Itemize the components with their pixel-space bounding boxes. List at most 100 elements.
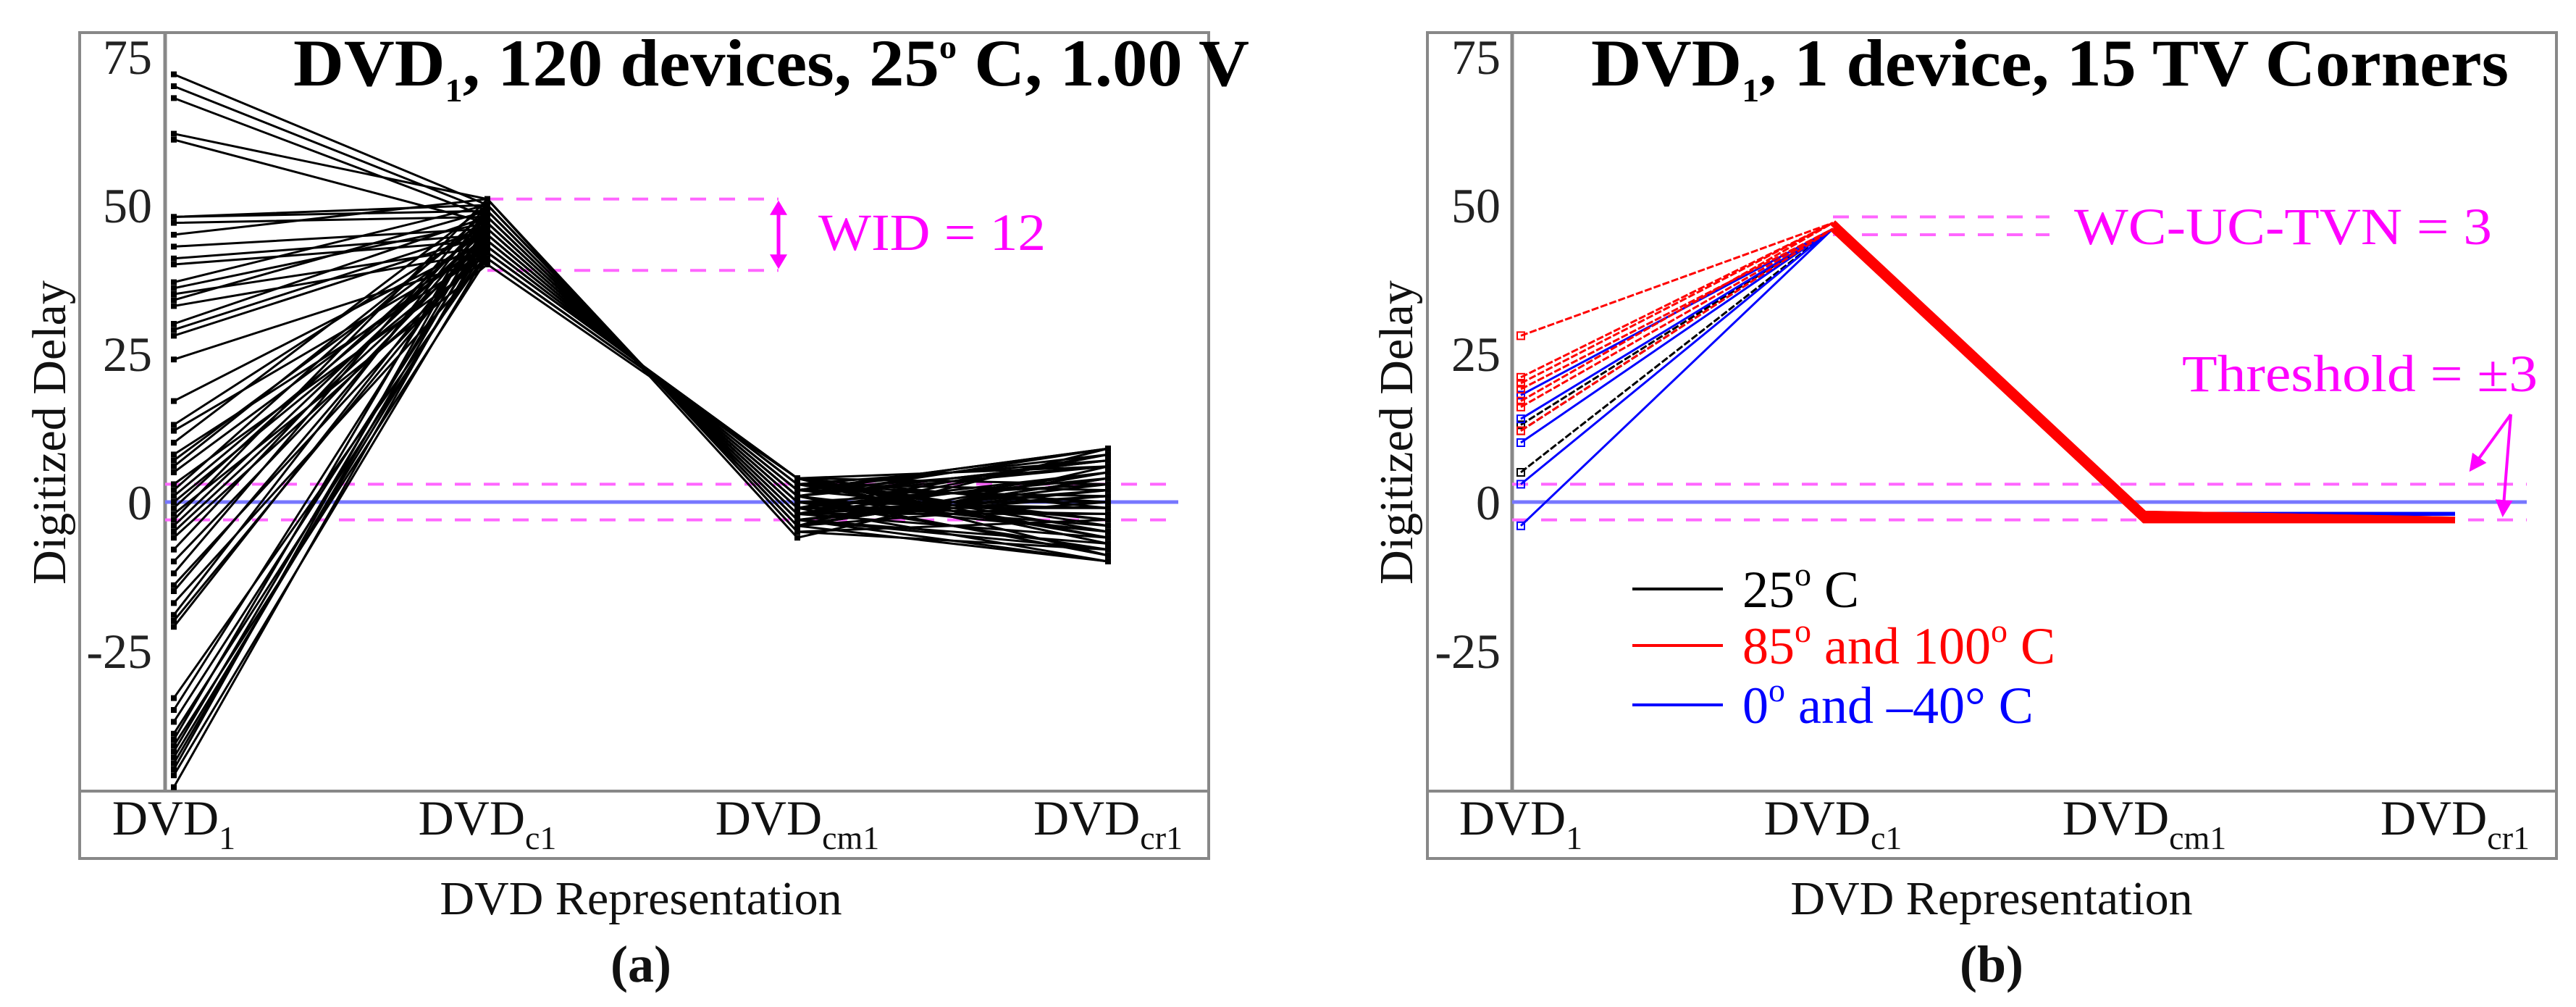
y-tick-label: 75: [1451, 30, 1501, 85]
data-point: [1105, 475, 1111, 482]
data-point: [171, 327, 177, 333]
y-tick-label: -25: [1435, 624, 1501, 679]
corner-line: [1520, 227, 1834, 444]
data-point: [171, 422, 177, 428]
data-point: [171, 743, 177, 749]
corner-line: [1520, 222, 1834, 337]
data-point: [171, 730, 177, 737]
data-point: [171, 522, 177, 529]
data-point: [171, 760, 177, 766]
panel-b: 75 50 25 0 -25 DVD1 DVDc1 DVDcm1 DVDcr1 DVD 1, 1…: [1370, 26, 2558, 993]
data-point: [1105, 559, 1111, 564]
data-point: [171, 505, 177, 511]
data-point: [1105, 505, 1111, 511]
corner-line-tail: [1830, 226, 2455, 524]
data-point: [171, 130, 177, 137]
data-point: [794, 535, 800, 541]
data-point: [1516, 331, 1525, 340]
data-point: [1105, 481, 1111, 488]
data-point: [171, 719, 177, 725]
data-point: [1105, 487, 1111, 493]
x-ticks: DVD1 DVDc1 DVDcm1 DVDcr1: [1459, 790, 2530, 856]
corner-line: [1520, 222, 1834, 402]
data-point: [1516, 426, 1525, 435]
x-tick-label: DVDcr1: [2380, 790, 2530, 856]
data-point: [1516, 390, 1525, 400]
data-point: [1105, 540, 1111, 547]
data-point: [171, 279, 177, 285]
data-point: [171, 451, 177, 458]
data-point: [171, 463, 177, 469]
data-point: [171, 136, 177, 143]
data-point: [171, 457, 177, 464]
data-point: [794, 487, 800, 493]
data-point: [171, 469, 177, 475]
data-point: [484, 214, 490, 220]
data-point: [171, 511, 177, 517]
data-point: [171, 356, 177, 363]
data-point: [1105, 499, 1111, 505]
legend-label: 0o and –40° C: [1742, 672, 2034, 735]
data-point: [171, 570, 177, 577]
data-point: [171, 303, 177, 309]
y-tick-label: 50: [103, 178, 152, 233]
y-tick-label: 25: [103, 327, 152, 382]
x-tick-label: DVDc1: [419, 790, 557, 856]
data-point: [171, 214, 177, 220]
device-line: [172, 251, 1109, 699]
data-point: [1105, 552, 1111, 559]
data-point: [171, 297, 177, 304]
legend-item-hot: 85o and 100o C: [1632, 612, 2055, 675]
device-line: [173, 138, 1109, 509]
legend: 25o C 85o and 100o C 0o and –40° C: [1632, 556, 2055, 735]
threshold-arrow-lower: [2495, 414, 2513, 517]
data-point: [171, 493, 177, 499]
wid-annotation: WID = 12: [776, 203, 1046, 267]
data-point: [171, 618, 177, 624]
y-axis-label: Digitized Delay: [23, 280, 76, 585]
wid-label: WID = 12: [818, 204, 1046, 262]
data-point: [1516, 480, 1525, 489]
data-point: [794, 517, 800, 523]
data-point: [171, 291, 177, 297]
y-tick-label: 50: [1451, 178, 1501, 233]
data-point: [171, 546, 177, 553]
data-point: [794, 499, 800, 505]
data-point: [484, 196, 490, 202]
data-point: [171, 772, 177, 779]
corner-line: [1520, 227, 1834, 409]
data-point: [171, 624, 177, 630]
data-point: [484, 208, 490, 214]
device-line: [172, 233, 1109, 788]
data-point: [1516, 414, 1525, 424]
data-point: [484, 202, 490, 208]
legend-label: 85o and 100o C: [1742, 612, 2055, 675]
data-point: [794, 505, 800, 511]
series-group: [1516, 220, 2456, 530]
data-point: [171, 737, 177, 743]
data-point: [1516, 438, 1525, 447]
series-group: [171, 71, 1111, 790]
data-point: [794, 511, 800, 517]
y-tick-label: 75: [103, 30, 152, 85]
data-point: [171, 766, 177, 772]
data-point: [171, 600, 177, 606]
corner-line: [1520, 222, 1834, 385]
data-point: [171, 95, 177, 101]
data-point: [1105, 522, 1111, 529]
data-point: [794, 493, 800, 499]
data-point: [1516, 372, 1525, 382]
x-tick-label: DVDc1: [1764, 790, 1902, 856]
corner-line: [1520, 222, 1834, 379]
data-point: [171, 582, 177, 588]
data-point: [1105, 451, 1111, 458]
data-point: [484, 225, 490, 232]
data-point: [171, 754, 177, 761]
data-point: [171, 517, 177, 523]
corner-line: [1520, 227, 1834, 474]
data-point: [171, 748, 177, 755]
data-point: [171, 535, 177, 541]
x-axis-label: DVD Representation: [440, 872, 842, 925]
